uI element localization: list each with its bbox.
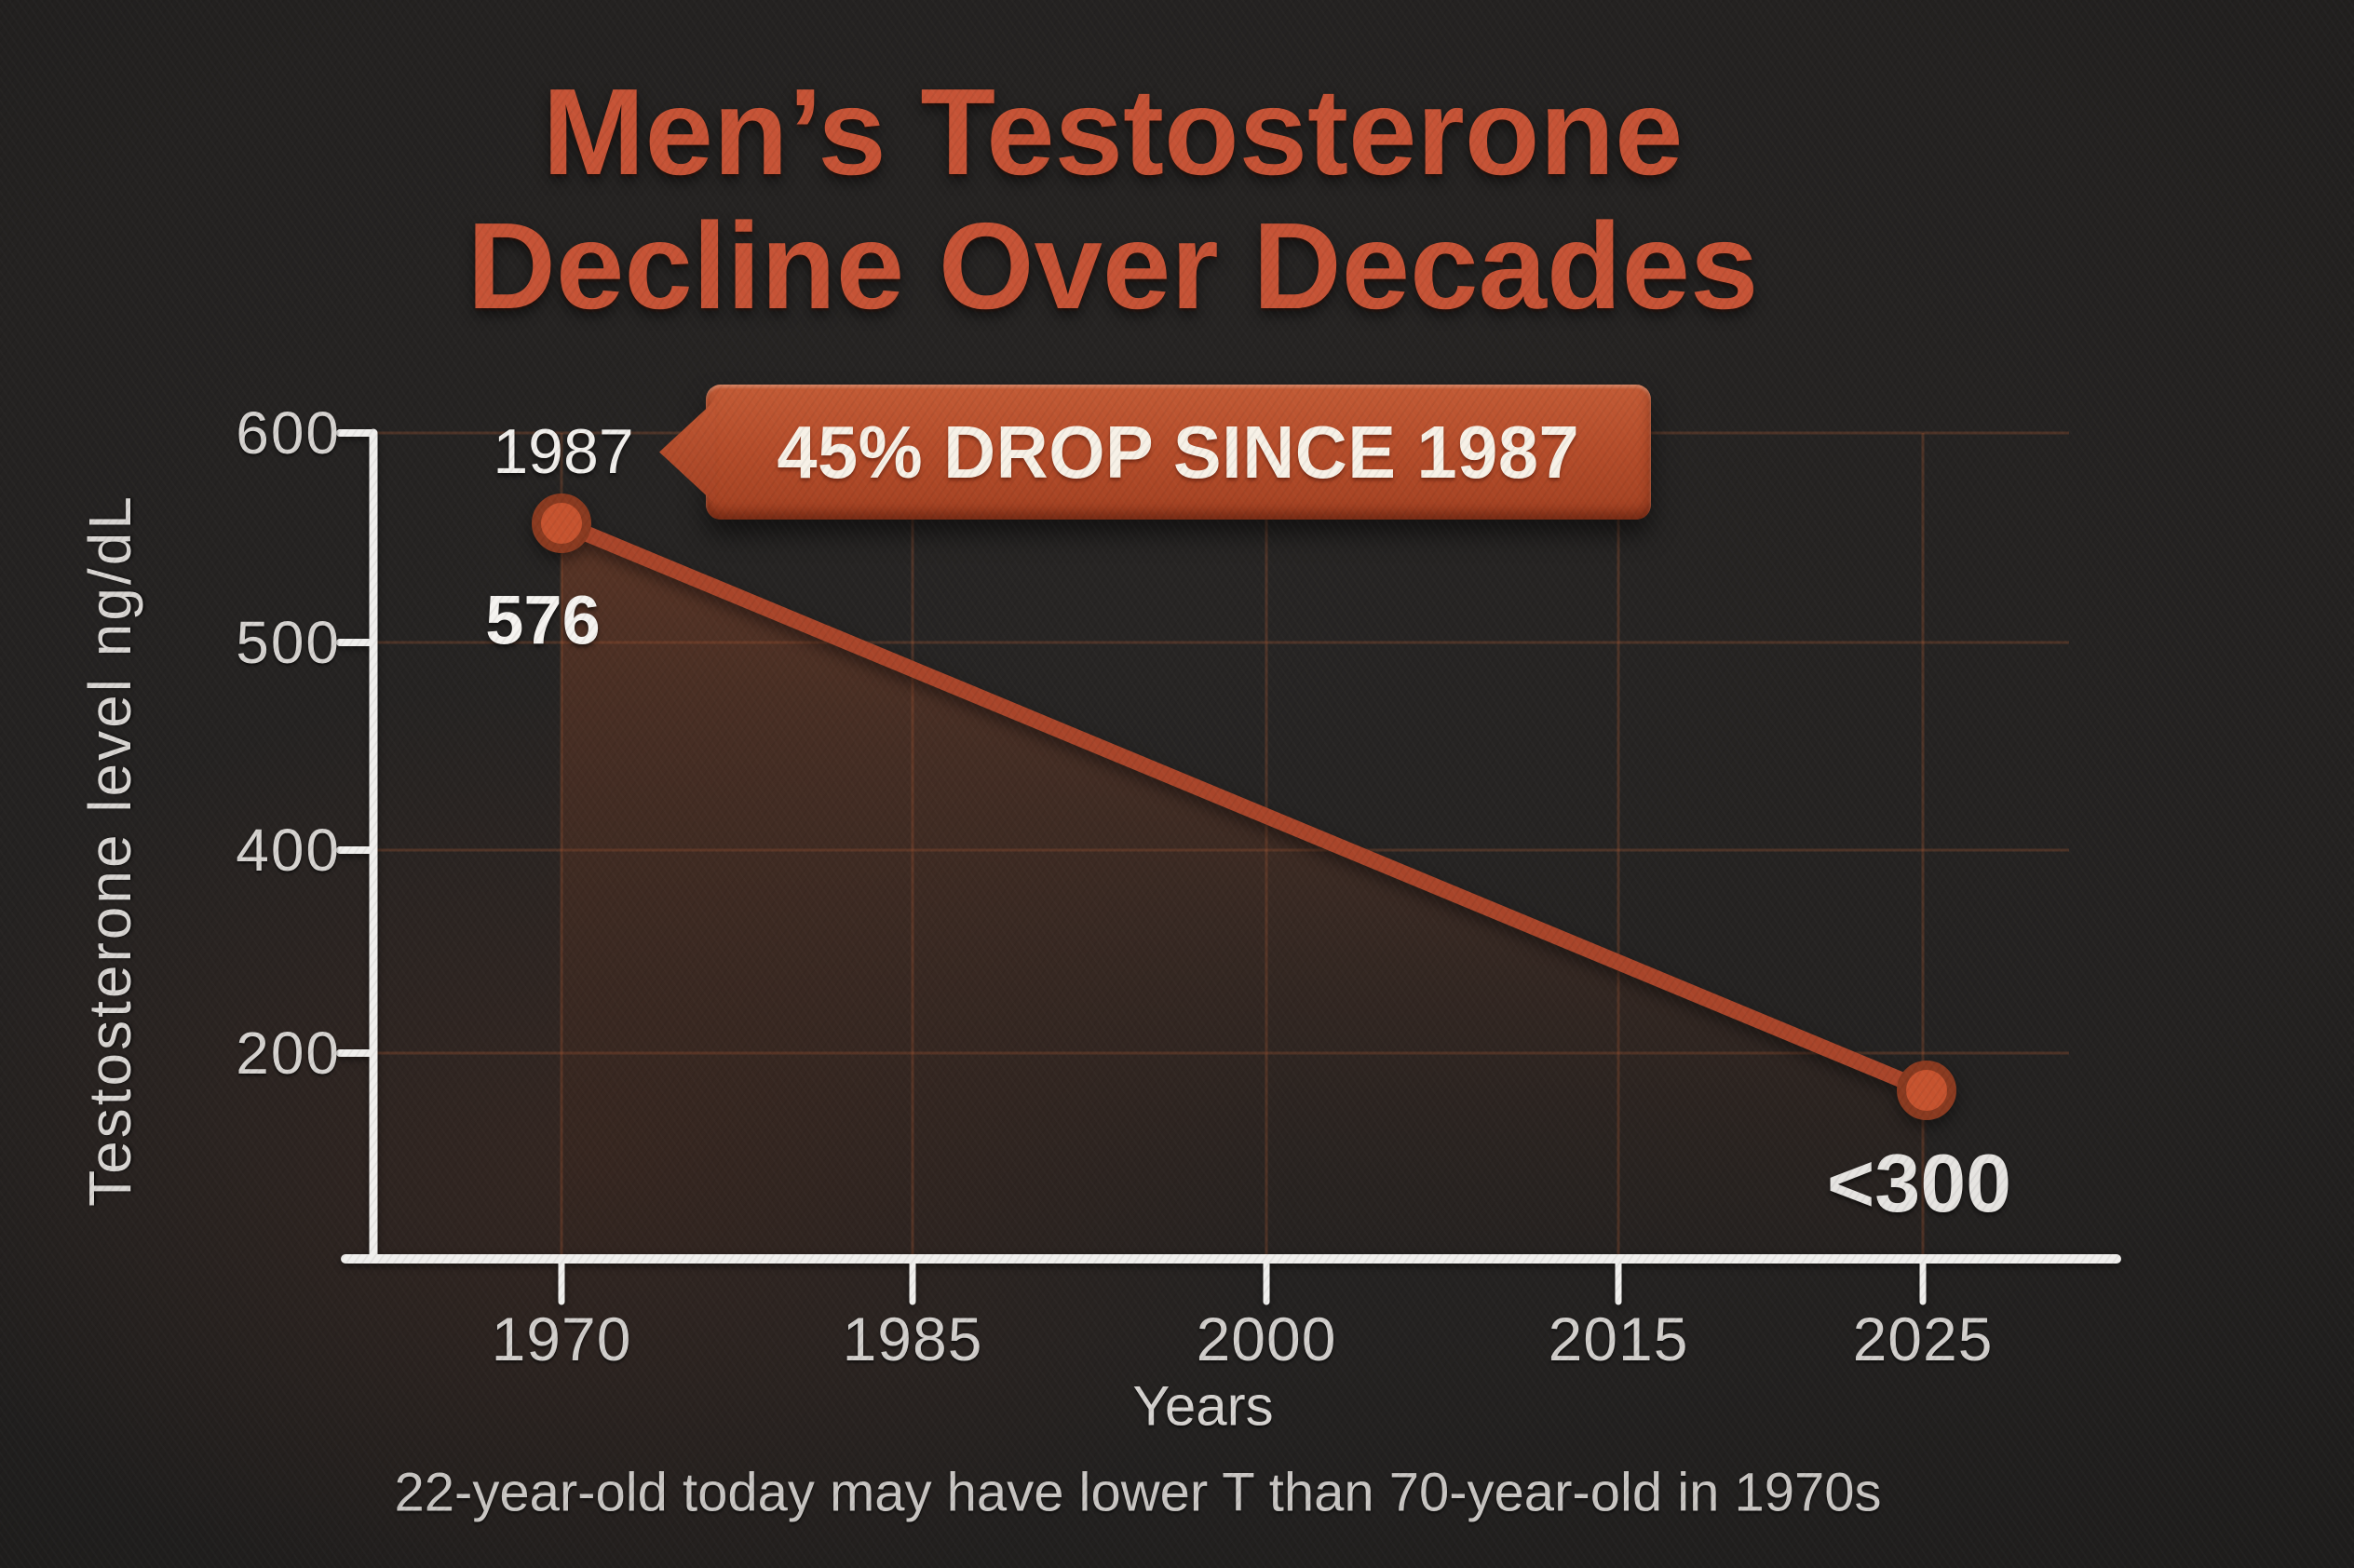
- callout-badge: 45% DROP SINCE 1987: [659, 385, 1651, 520]
- chart-title-line-1: Men’s Testosterone: [542, 63, 1684, 200]
- axes: [336, 428, 2121, 1305]
- data-point-start: [532, 493, 591, 553]
- trend-line: [553, 515, 1935, 1099]
- callout-text: 45% DROP SINCE 1987: [777, 410, 1580, 493]
- end-point-value-label: <300: [1826, 1137, 2012, 1229]
- y-axis-title: Testosterone level ng/dL: [76, 493, 143, 1207]
- data-point-end: [1897, 1061, 1956, 1120]
- start-point-value-label: 576: [485, 581, 601, 659]
- chart-title-line-2: Decline Over Decades: [467, 197, 1759, 334]
- x-axis-title: Years: [1132, 1374, 1274, 1438]
- chart-title: Men’s Testosterone Decline Over Decades: [135, 65, 2090, 333]
- start-point-year-label: 1987: [493, 416, 634, 487]
- area-fill: [561, 523, 1927, 1259]
- trend-line-group: [532, 493, 1956, 1120]
- footnote-caption: 22-year-old today may have lower T than …: [394, 1462, 1882, 1523]
